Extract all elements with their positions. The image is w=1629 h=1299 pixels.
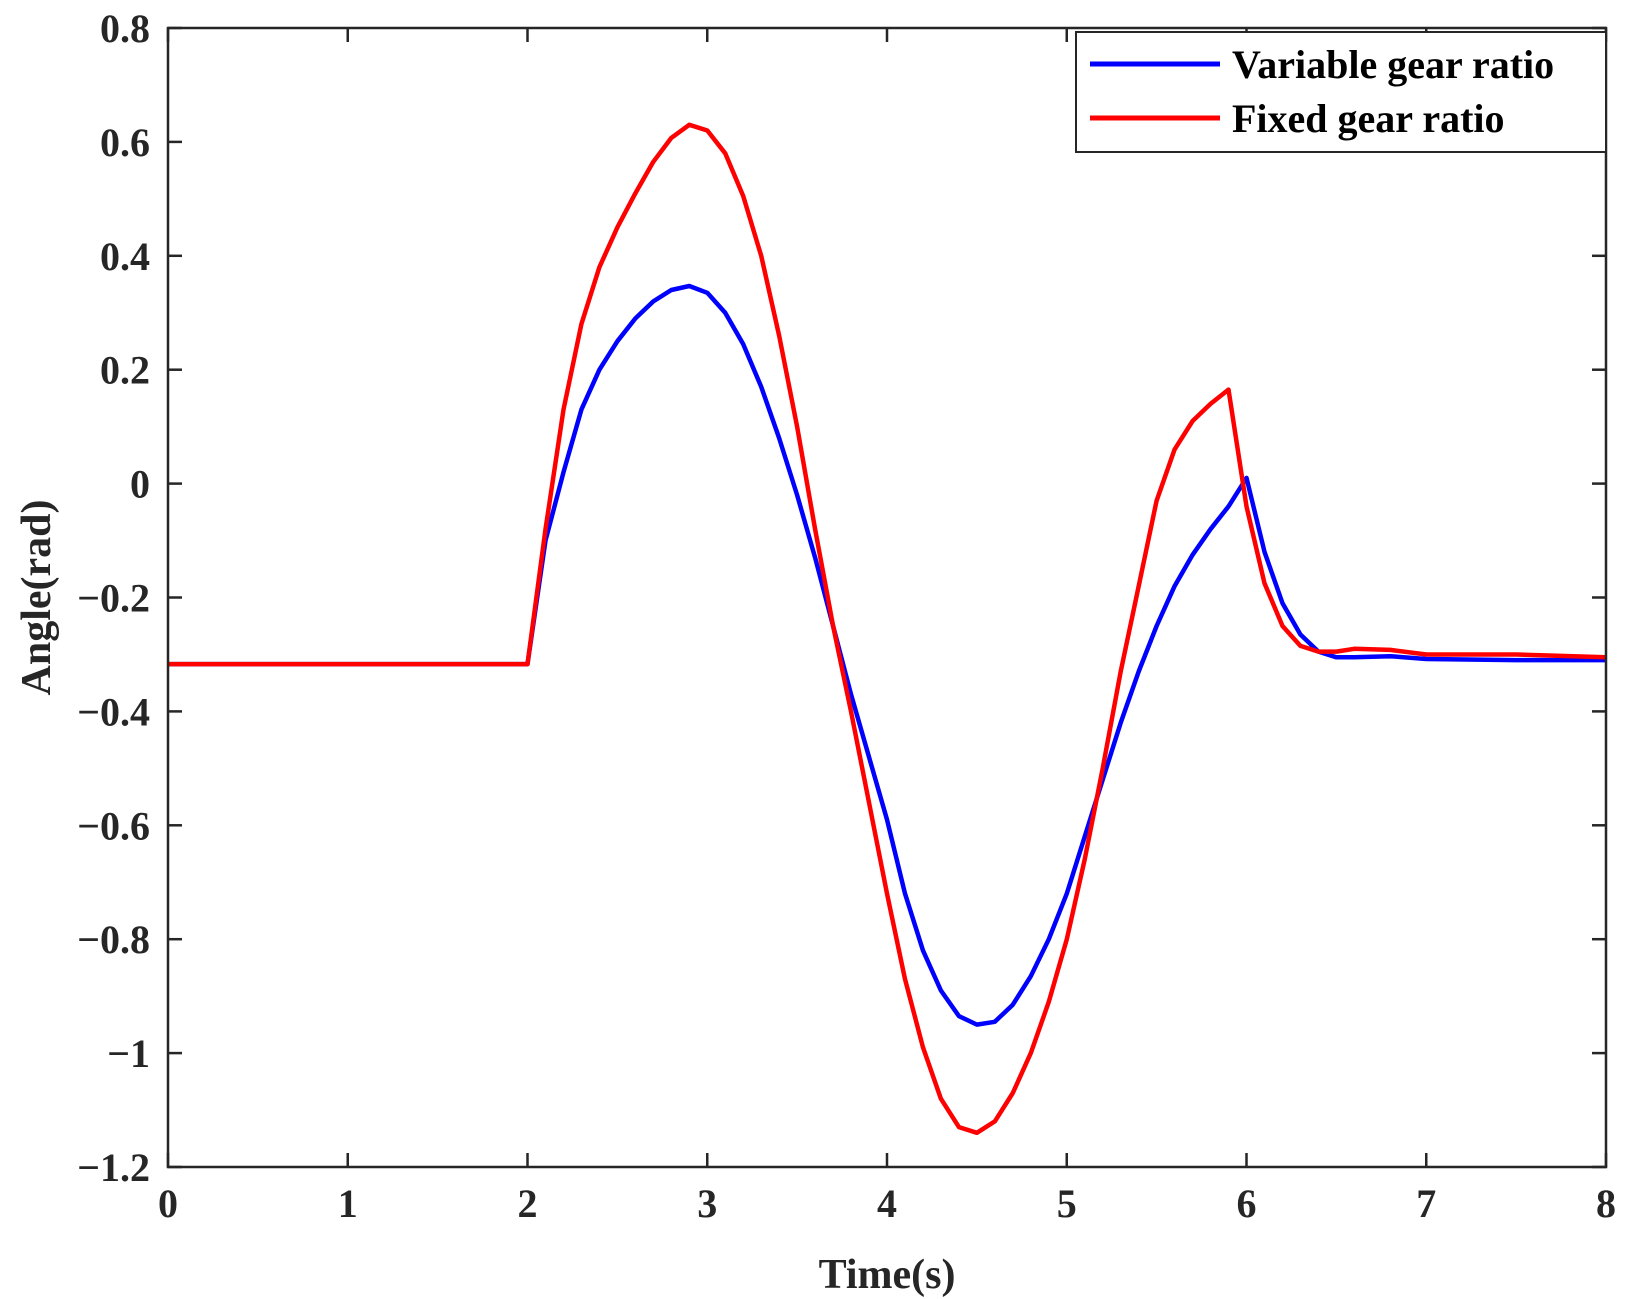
x-tick-label: 5: [1057, 1181, 1077, 1226]
x-tick-label: 3: [697, 1181, 717, 1226]
series-lines: [168, 122, 1607, 1136]
y-tick-label: −1.2: [77, 1145, 150, 1190]
legend-box: [1075, 31, 1607, 153]
y-tick-label: 0.6: [100, 120, 150, 165]
x-axis-label: Time(s): [819, 1252, 956, 1298]
y-tick-label: −1: [107, 1031, 150, 1076]
x-tick-label: 6: [1237, 1181, 1257, 1226]
y-axis-label: Angle(rad): [14, 500, 60, 696]
tick-labels: 0 1 2 3 4 5 6 7 8 0.8 0.6 0.4 0.2 0 −0.2 −0.4 −0.6 −0.8 −1…: [77, 6, 1616, 1226]
x-tick-label: 0: [158, 1181, 178, 1226]
y-tick-label: 0.2: [100, 348, 150, 393]
series-line-1: [168, 122, 1607, 1136]
x-tick-label: 7: [1416, 1181, 1436, 1226]
legend-label-variable-gear-ratio: Variable gear ratio: [1232, 42, 1554, 87]
x-tick-label: 4: [877, 1181, 897, 1226]
y-tick-label: 0.8: [100, 6, 150, 51]
y-tick-label: −0.6: [77, 803, 150, 848]
y-tick-label: −0.2: [77, 576, 150, 621]
x-tick-label: 8: [1596, 1181, 1616, 1226]
y-tick-label: 0.4: [100, 234, 150, 279]
legend-label-fixed-gear-ratio: Fixed gear ratio: [1232, 96, 1505, 141]
x-tick-label: 2: [518, 1181, 538, 1226]
x-tick-label: 1: [338, 1181, 358, 1226]
axis-ticks: [166, 26, 1608, 1169]
plot-frame: [166, 26, 1608, 1169]
y-tick-label: 0: [130, 462, 150, 507]
y-tick-label: −0.8: [77, 917, 150, 962]
y-tick-label: −0.4: [77, 689, 150, 734]
series-line-0: [168, 283, 1606, 1027]
legend: Variable gear ratio Fixed gear ratio: [1075, 31, 1607, 153]
